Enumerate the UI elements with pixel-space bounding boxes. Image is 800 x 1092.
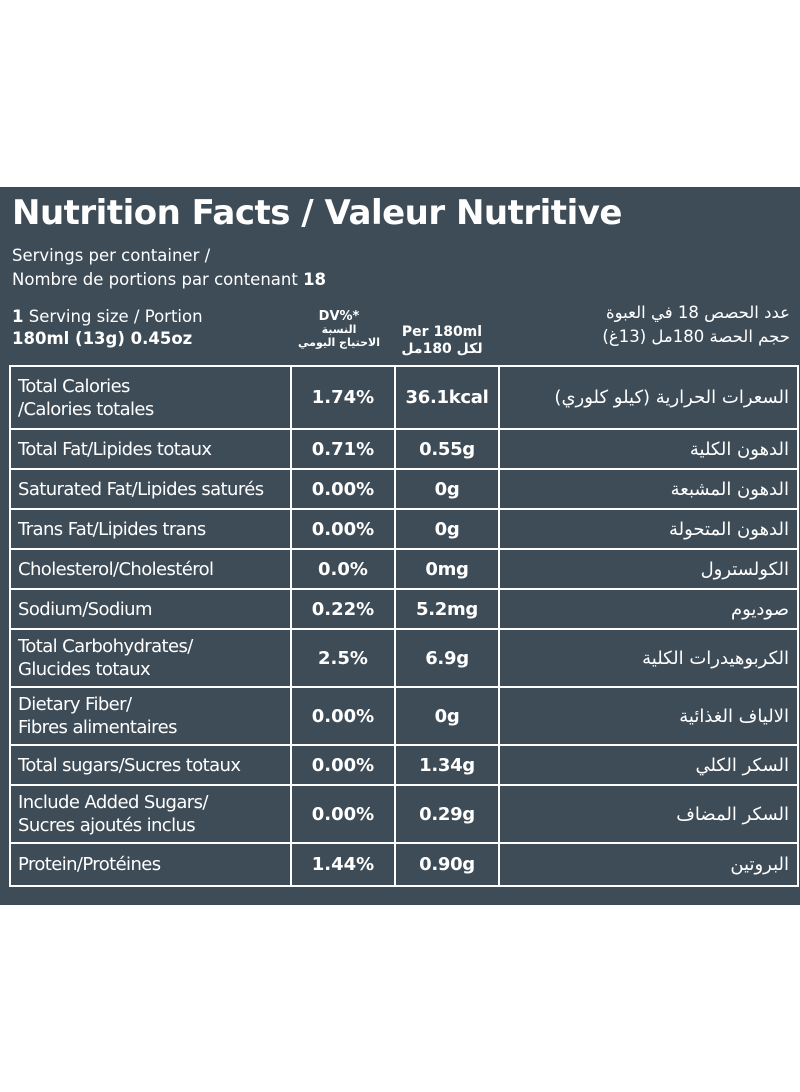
dv-header-label: DV%*: [318, 309, 360, 324]
arabic-name-cell: الكولسترول: [498, 548, 799, 590]
table-row: Saturated Fat/Lipides saturés 0.00% 0g الده…: [9, 468, 799, 510]
daily-value-cell: 1.74%: [290, 365, 396, 430]
arabic-name-cell: الدهون الكلية: [498, 428, 799, 470]
table-row: Cholesterol/Cholestérol 0.0% 0mg الكولسترول: [9, 548, 799, 590]
daily-value-cell: 2.5%: [290, 628, 396, 688]
nutrient-name: Include Added Sugars/: [18, 792, 208, 813]
amount-cell: 36.1kcal: [394, 365, 500, 430]
arabic-name-cell: الكربوهيدرات الكلية: [498, 628, 799, 688]
daily-value-cell: 0.0%: [290, 548, 396, 590]
per-header-label: Per 180ml: [401, 324, 483, 340]
nutrient-name: Sodium/Sodium: [18, 598, 152, 620]
table-row: Total Carbohydrates/Glucides totaux 2.5% 6…: [9, 628, 799, 688]
serving-size: 1 Serving size / Portion 180ml (13g) 0.4…: [12, 306, 203, 350]
nutrient-name: Protein/Protéines: [18, 854, 161, 875]
amount-cell: 0.55g: [394, 428, 500, 470]
serving-size-num: 1: [12, 307, 24, 326]
table-row: Include Added Sugars/Sucres ajoutés incl…: [9, 784, 799, 844]
arabic-serving-size: حجم الحصة 180مل (13غ): [602, 327, 790, 346]
per-header-ar: لكل 180مل: [401, 341, 483, 357]
daily-value-cell: 0.22%: [290, 588, 396, 630]
table-row: Trans Fat/Lipides trans 0.00% 0g الدهون الم…: [9, 508, 799, 550]
page-title: Nutrition Facts / Valeur Nutritive: [12, 193, 622, 233]
nutrient-name-fr: /Calories totales: [18, 398, 154, 420]
arabic-serving-info: عدد الحصص 18 في العبوة حجم الحصة 180مل (…: [602, 301, 790, 349]
nutrition-table-body: Total Calories/Calories totales 1.74% 36.1…: [9, 365, 799, 887]
dv-header-ar2: الاحتياج اليومي: [298, 336, 380, 349]
amount-cell: 0g: [394, 686, 500, 746]
amount-cell: 0mg: [394, 548, 500, 590]
table-row: Protein/Protéines 1.44% 0.90g البروتين: [9, 842, 799, 887]
amount-cell: 5.2mg: [394, 588, 500, 630]
nutrient-cell: Total Carbohydrates/Glucides totaux: [9, 628, 292, 688]
nutrient-name: Dietary Fiber/: [18, 694, 132, 715]
servings-per-container: Servings per container / Nombre de porti…: [12, 244, 326, 292]
arabic-name-cell: الالياف الغذائية: [498, 686, 799, 746]
servings-count: 18: [303, 270, 327, 289]
arabic-name-cell: السكر المضاف: [498, 784, 799, 844]
servings-label: Servings per container /: [12, 246, 211, 265]
serving-size-text: Serving size / Portion: [23, 307, 203, 326]
table-row: Sodium/Sodium 0.22% 5.2mg صوديوم: [9, 588, 799, 630]
per-header: Per 180ml لكل 180مل: [390, 324, 494, 358]
nutrient-name: Total Carbohydrates/: [18, 636, 193, 657]
daily-value-cell: 0.00%: [290, 508, 396, 550]
daily-value-cell: 0.00%: [290, 744, 396, 786]
dv-header: DV%* النسبة الاحتياج اليومي: [284, 310, 394, 349]
nutrition-panel: Nutrition Facts / Valeur Nutritive Servi…: [0, 187, 800, 905]
amount-cell: 1.34g: [394, 744, 500, 786]
nutrient-name: Total sugars/Sucres totaux: [18, 754, 241, 776]
nutrient-cell: Trans Fat/Lipides trans: [9, 508, 292, 550]
arabic-name-cell: الدهون المشبعة: [498, 468, 799, 510]
nutrient-cell: Sodium/Sodium: [9, 588, 292, 630]
nutrient-cell: Total sugars/Sucres totaux: [9, 744, 292, 786]
nutrient-name: Total Calories: [18, 375, 130, 397]
nutrient-cell: Saturated Fat/Lipides saturés: [9, 468, 292, 510]
nutrition-table: Total Calories/Calories totales 1.74% 36.1…: [9, 365, 799, 887]
nutrient-name: Saturated Fat/Lipides saturés: [18, 478, 264, 500]
arabic-name-cell: صوديوم: [498, 588, 799, 630]
dv-header-ar1: النسبة: [321, 323, 357, 336]
arabic-name-cell: السكر الكلي: [498, 744, 799, 786]
daily-value-cell: 0.00%: [290, 784, 396, 844]
serving-size-label: 1 Serving size / Portion: [12, 306, 203, 328]
nutrient-cell: Total Fat/Lipides totaux: [9, 428, 292, 470]
servings-label-fr-text: Nombre de portions par contenant: [12, 270, 304, 289]
servings-label-fr: Nombre de portions par contenant 18: [12, 268, 326, 292]
serving-size-value: 180ml (13g) 0.45oz: [12, 329, 193, 348]
daily-value-cell: 0.00%: [290, 468, 396, 510]
nutrient-name: Trans Fat/Lipides trans: [18, 518, 206, 540]
nutrient-name-fr: Fibres alimentaires: [18, 717, 177, 738]
nutrient-name-fr: Glucides totaux: [18, 659, 151, 680]
arabic-name-cell: السعرات الحرارية (كيلو كلوري): [498, 365, 799, 430]
table-row: Total sugars/Sucres totaux 0.00% 1.34g السك…: [9, 744, 799, 786]
amount-cell: 0.29g: [394, 784, 500, 844]
amount-cell: 0.90g: [394, 842, 500, 887]
nutrient-name: Cholesterol/Cholestérol: [18, 558, 214, 580]
amount-cell: 6.9g: [394, 628, 500, 688]
nutrient-cell: Dietary Fiber/Fibres alimentaires: [9, 686, 292, 746]
table-row: Dietary Fiber/Fibres alimentaires 0.00% 0g…: [9, 686, 799, 746]
amount-cell: 0g: [394, 508, 500, 550]
arabic-name-cell: البروتين: [498, 842, 799, 887]
daily-value-cell: 0.00%: [290, 686, 396, 746]
nutrient-cell: Protein/Protéines: [9, 842, 292, 887]
nutrient-cell: Cholesterol/Cholestérol: [9, 548, 292, 590]
nutrient-cell: Include Added Sugars/Sucres ajoutés incl…: [9, 784, 292, 844]
daily-value-cell: 0.71%: [290, 428, 396, 470]
table-row: Total Calories/Calories totales 1.74% 36.1…: [9, 365, 799, 430]
daily-value-cell: 1.44%: [290, 842, 396, 887]
nutrient-name-fr: Sucres ajoutés inclus: [18, 815, 196, 836]
arabic-name-cell: الدهون المتحولة: [498, 508, 799, 550]
nutrient-name: Total Fat/Lipides totaux: [18, 438, 212, 460]
nutrient-cell: Total Calories/Calories totales: [9, 365, 292, 430]
table-row: Total Fat/Lipides totaux 0.71% 0.55g الدهون…: [9, 428, 799, 470]
amount-cell: 0g: [394, 468, 500, 510]
arabic-servings: عدد الحصص 18 في العبوة: [606, 303, 790, 322]
